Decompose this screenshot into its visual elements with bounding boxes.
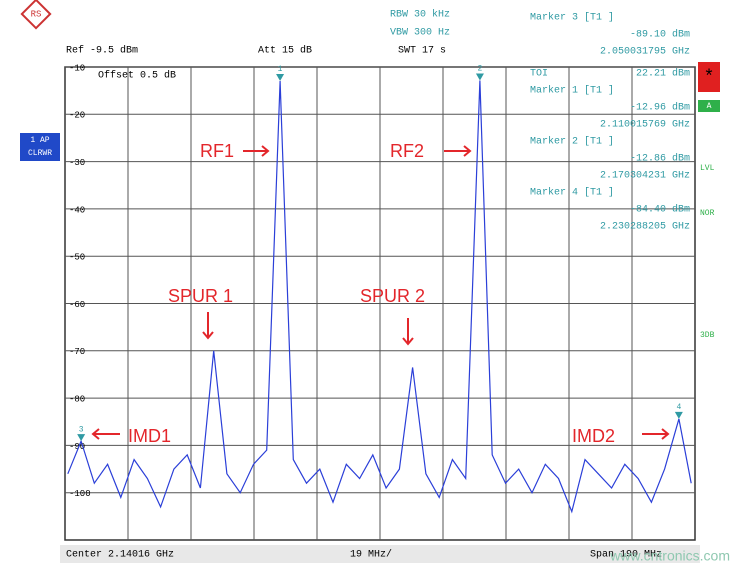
annotation: RF2 (390, 141, 424, 161)
panel-freq: 2.170304231 GHz (600, 171, 690, 182)
y-tick-label: -70 (69, 347, 85, 357)
center: Center 2.14016 GHz (66, 550, 174, 561)
lvl: LVL (700, 164, 715, 173)
att: Att 15 dB (258, 45, 312, 57)
nor: NOR (700, 209, 715, 218)
star-box (698, 62, 720, 92)
swt: SWT 17 s (398, 46, 446, 57)
svg-text:RS: RS (31, 9, 42, 19)
trace-box (20, 133, 60, 161)
rbw: RBW 30 kHz (390, 9, 450, 21)
annotation: RF1 (200, 141, 234, 161)
y-tick-label: -80 (69, 394, 85, 404)
star: * (704, 68, 715, 88)
panel-value: -89.10 dBm (630, 29, 690, 41)
y-tick-label: -20 (69, 111, 85, 121)
y-tick-label: -50 (69, 253, 85, 263)
y-tick-label: -60 (69, 300, 85, 310)
3db: 3DB (700, 331, 715, 340)
y-tick-label: -90 (69, 442, 85, 452)
marker (475, 73, 484, 81)
footer-bar (60, 545, 700, 563)
y-tick-label: -30 (69, 158, 85, 168)
span: Span 190 MHz (590, 550, 662, 561)
plot: 3 1 2 4 RF1 RF2 SPUR 1 SPUR 2 IMD1 IMD2 (67, 65, 692, 514)
panel-label: Marker 3 [T1 ] (530, 12, 614, 24)
panel-label: TOI (530, 69, 548, 80)
panel-label: Marker 4 [T1 ] (530, 187, 614, 199)
panel-value: -12.86 dBm (630, 153, 690, 165)
annotation: SPUR 1 (168, 286, 233, 306)
watermark: www.cntronics.com (609, 548, 730, 564)
panel-value: 22.21 dBm (636, 68, 690, 80)
marker (77, 434, 86, 442)
panel-value: -84.40 dBm (630, 204, 690, 216)
panel-freq: 2.050031795 GHz (600, 47, 690, 58)
a-box (698, 100, 720, 112)
panel-label: Marker 2 [T1 ] (530, 136, 614, 148)
marker-number: 3 (79, 425, 84, 434)
y-tick-label: -100 (69, 489, 91, 499)
marker (674, 411, 683, 419)
offset: Offset 0.5 dB (98, 70, 176, 82)
vbw: VBW 300 Hz (390, 28, 450, 39)
annotation: IMD2 (572, 426, 615, 446)
logo: RS (20, 0, 52, 30)
annotation: SPUR 2 (360, 286, 425, 306)
a-label: A (707, 102, 712, 111)
trace (67, 80, 692, 514)
y-tick-label: -10 (69, 63, 85, 73)
y-tick-label: -40 (69, 205, 85, 215)
annotation: IMD1 (128, 426, 171, 446)
arrows (91, 145, 670, 440)
marker-number: 1 (278, 65, 283, 74)
div: 19 MHz/ (350, 549, 392, 561)
grid: -10 -20 -30 -40 -50 -60 -70 -80 -90 -100 (65, 63, 695, 540)
marker-panel: Marker 3 [T1 ] -89.10 dBm 2.050031795 GHz T… (530, 12, 690, 233)
marker-number: 4 (676, 403, 681, 412)
panel-freq: 2.230288205 GHz (600, 222, 690, 233)
panel-label: Marker 1 [T1 ] (530, 85, 614, 97)
panel-value: -12.96 dBm (630, 102, 690, 114)
panel-freq: 2.110015769 GHz (600, 120, 690, 131)
marker-number: 2 (478, 65, 483, 74)
mode-label: CLRWR (28, 149, 52, 158)
trace-label: 1 AP (30, 136, 49, 145)
marker (276, 74, 285, 82)
ref: Ref -9.5 dBm (66, 45, 138, 57)
